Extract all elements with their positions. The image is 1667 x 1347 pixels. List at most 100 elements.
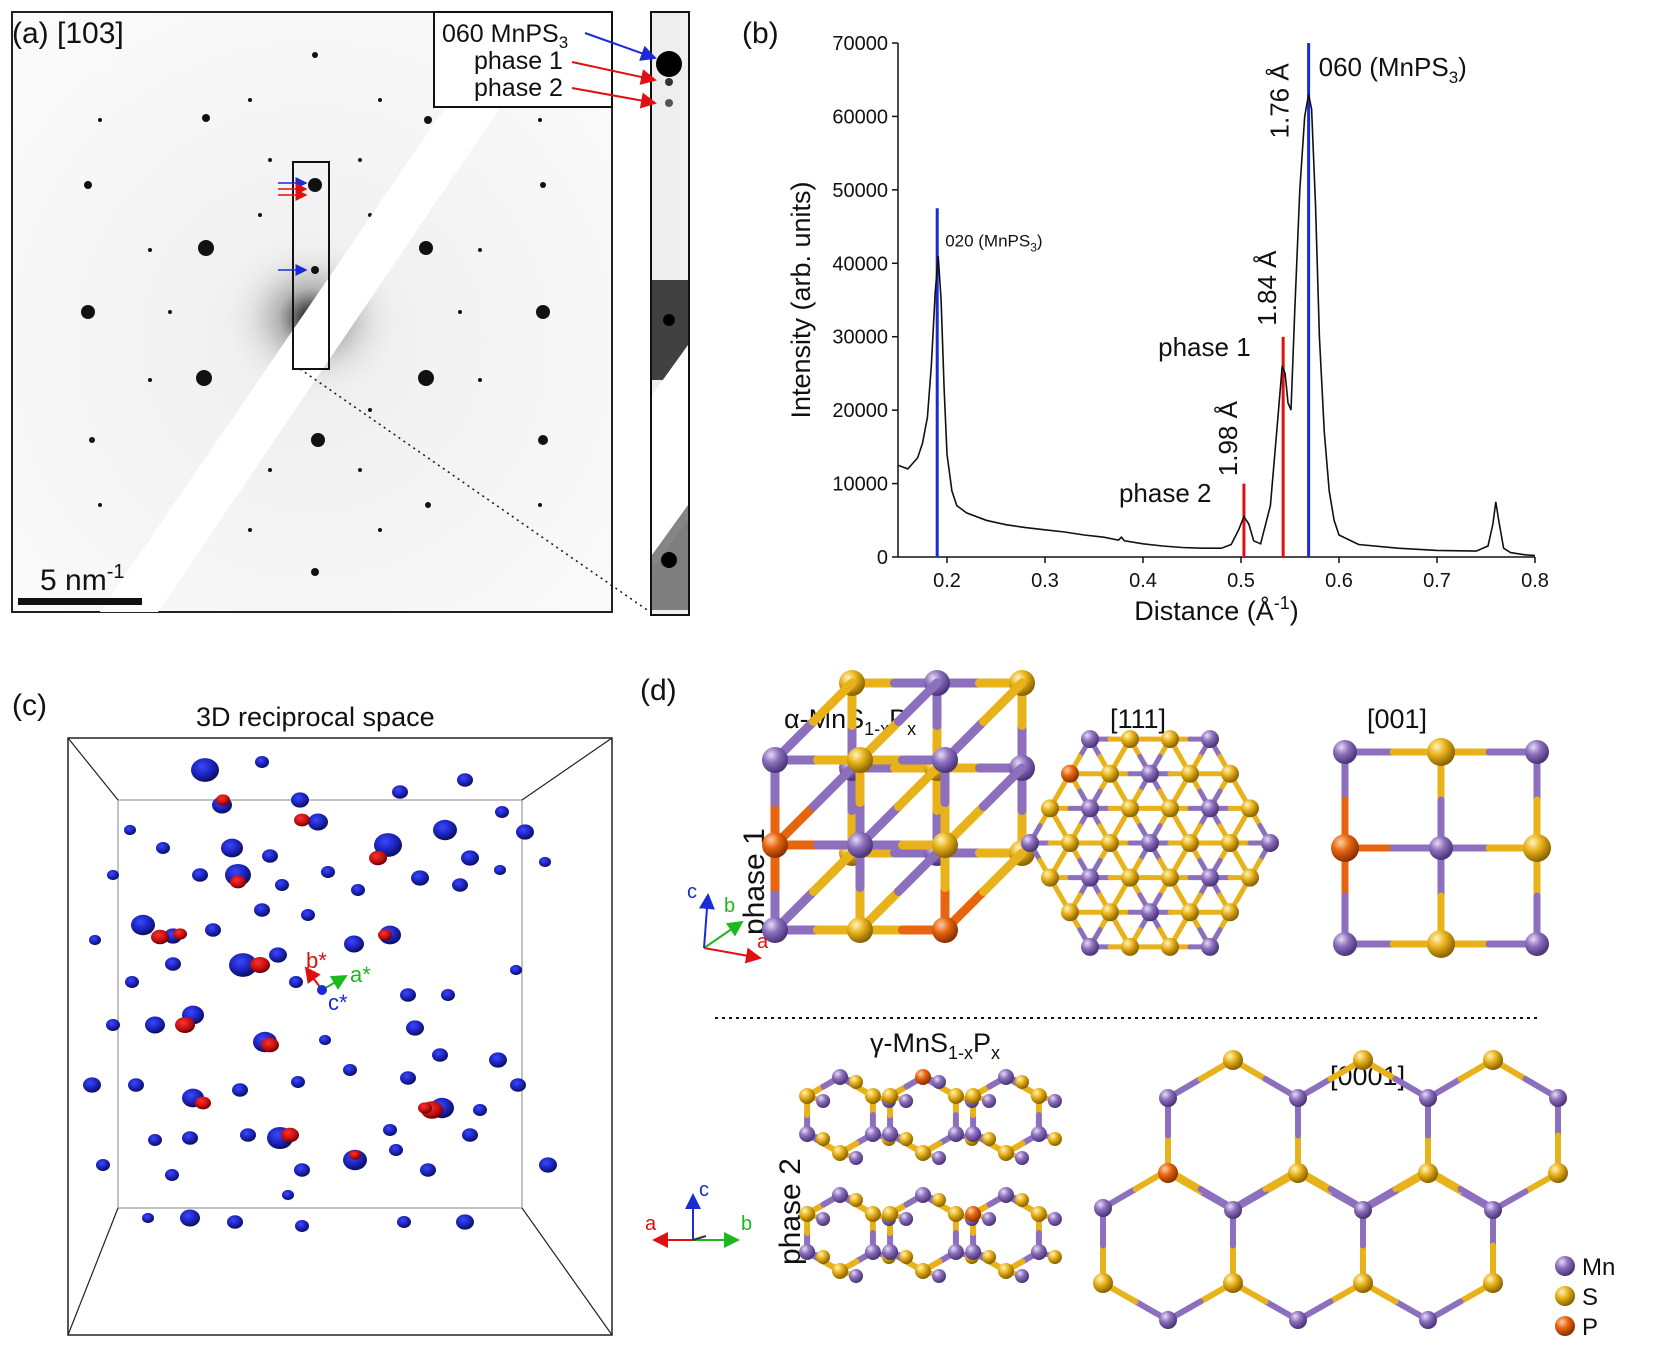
mn-atom [1419,1311,1437,1329]
axis-a-star: a* [350,962,371,987]
mn-atom [1333,932,1357,956]
s-atom [1161,937,1179,956]
panel-b: (b) 0.2 0.3 0.4 0.5 0.6 0.7 0.8 0 10000 20000 3000… [742,17,1549,626]
diffraction-spot [312,52,318,58]
diffraction-spot [148,378,152,382]
blue-reflection [106,1019,120,1031]
s-atom [882,1088,899,1104]
s-atom [816,1250,831,1264]
s-atom [1181,764,1199,783]
mn-atom [1333,740,1357,764]
blue-reflection [269,947,287,963]
d-spacing-198: 1.98 Å [1213,400,1243,476]
diffraction-spot [202,114,210,122]
blue-reflection [510,964,522,976]
x-tick-label: 0.8 [1521,570,1549,592]
mn-atom [1429,836,1453,860]
blue-reflection [240,1128,256,1142]
red-reflection [151,929,169,945]
mn-atom [1021,834,1039,852]
panel-d-label: (d) [640,674,677,707]
diffraction-spots [81,52,550,576]
mn-atom [982,1094,997,1108]
phase-1-annotation: phase 1 [1158,332,1251,362]
mn-atom [1201,868,1219,887]
axis2-a: a [645,1213,657,1235]
mn-atom [1549,1089,1567,1107]
blue-reflection [489,1052,507,1068]
view-111-structure [1021,730,1279,956]
red-reflection [349,1150,361,1160]
view-111-label: [111] [1110,704,1166,734]
blue-reflection [397,1216,411,1228]
phase-2-annotation: phase 2 [1119,478,1212,508]
p-atom [1158,1163,1178,1183]
mn-atom [947,1244,964,1260]
s-atom [1223,1050,1243,1070]
p-atom [1331,834,1359,862]
blue-reflection [400,988,416,1002]
s-atom [1015,1193,1029,1207]
blue-reflection [125,976,139,988]
mn-atom [1201,937,1219,956]
blue-reflection [182,1131,198,1145]
y-tick-label: 60000 [832,106,888,128]
mn-atom [1419,1089,1437,1107]
blue-reflection [124,824,136,836]
blue-reflection [457,773,473,787]
blue-reflection [462,1128,478,1142]
y-tick-label: 70000 [832,33,888,55]
diffraction-spot [311,433,325,447]
blue-reflection [192,868,208,882]
beam-stop [100,90,512,612]
diffraction-spot [538,435,548,445]
blue-reflection [392,785,408,799]
axis1-c: c [687,881,697,903]
s-atom [864,1088,881,1104]
blue-reflection [289,976,303,988]
mn-atom [1525,740,1549,764]
mn-atom [847,832,873,858]
s-atom [849,1193,863,1207]
blue-reflection [294,1163,310,1177]
mn-atom [899,1212,914,1226]
zoom-strip-beamstop-2 [652,350,688,555]
s-atom [1121,937,1139,956]
blue-reflection [344,935,364,953]
s-atom [1101,903,1119,922]
blue-reflection [539,856,551,868]
mn-atom [1224,1201,1242,1219]
blue-reflection [156,842,170,854]
zoom-spot-060 [656,51,682,77]
zoom-spot-phase1 [665,78,673,86]
alpha-unit-cell [762,670,1035,943]
diffraction-spot [311,266,319,274]
mn-atom [1159,1089,1177,1107]
mn-atom [762,747,788,773]
panel-b-label: (b) [742,17,779,50]
blue-reflection [295,1220,309,1232]
bond [809,848,857,896]
blue-reflection [291,1076,305,1088]
s-atom [1548,1163,1568,1183]
view-0001-structure [1093,1050,1568,1329]
diffraction-spot [268,158,272,162]
red-reflection [378,929,392,941]
s-atom [1427,738,1455,766]
blue-reflection [374,833,402,857]
red-reflection [369,850,387,866]
s-atom [1181,834,1199,852]
bond [979,678,1027,726]
s-atom [982,1250,997,1264]
diffraction-spot [84,181,92,189]
mn-atom [882,1126,899,1142]
mn-atom [932,747,958,773]
blue-reflection [456,1214,474,1230]
y-tick-label: 20000 [832,400,888,422]
s-atom [816,1132,831,1146]
blue-reflection [516,824,534,840]
blue-reflection [343,1149,367,1171]
x-tick-label: 0.5 [1227,570,1255,592]
mn-atom [915,1187,931,1203]
mn-atom [1015,1269,1029,1283]
